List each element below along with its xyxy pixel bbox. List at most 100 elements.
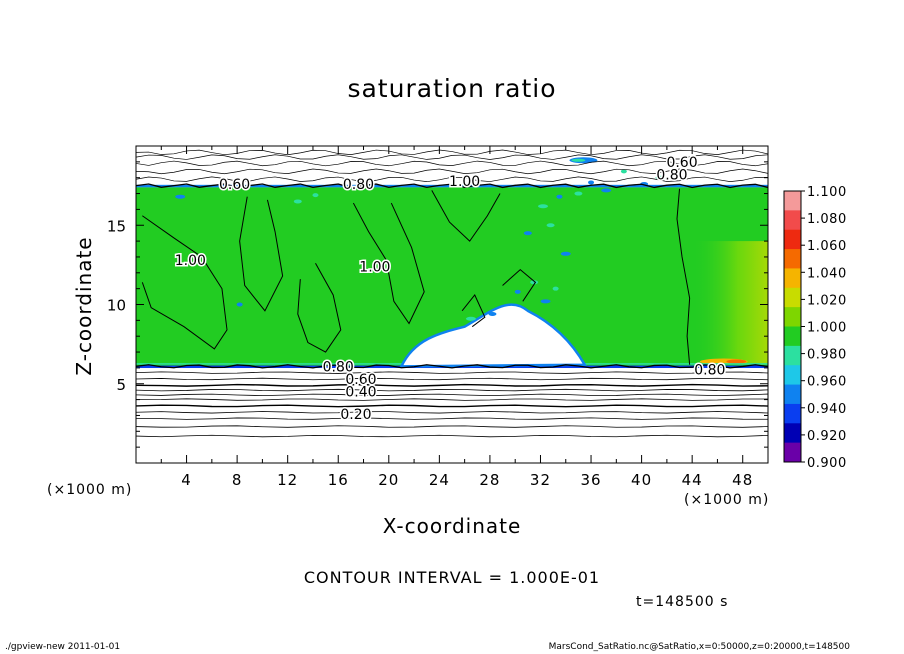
speckle [523, 231, 532, 236]
colorbar-swatch [784, 423, 801, 444]
warm-patch [692, 241, 768, 365]
colorbar-swatch [784, 384, 801, 405]
contour-line [431, 190, 501, 242]
speckle [546, 223, 555, 228]
contour-line [136, 183, 768, 189]
colorbar-label: 1.060 [807, 239, 847, 254]
contour-line [136, 160, 768, 167]
contour-line [136, 388, 768, 392]
contour-line [136, 364, 768, 369]
speckle [620, 169, 627, 174]
contour-label: 0.20 [340, 407, 371, 423]
contour-label: 0.60 [666, 155, 697, 171]
x-tick-label: 48 [732, 471, 753, 489]
contour-line [136, 176, 768, 183]
x-tick-label: 20 [378, 471, 399, 489]
colorbar-label: 1.020 [807, 293, 847, 308]
contour-label: 0.40 [345, 385, 376, 401]
speckle [465, 316, 476, 321]
contour-line [461, 294, 486, 328]
upper-fringe [136, 184, 768, 188]
contour-line [676, 188, 691, 365]
speckle [560, 251, 571, 256]
contour-label: 0.80 [343, 177, 374, 193]
colorbar-label: 1.100 [807, 185, 847, 200]
speckle [574, 191, 583, 196]
colorbar: 1.100 1.080 1.060 1.040 1.020 1.000 0.980 0.960… [783, 185, 847, 471]
contour-line [136, 411, 768, 414]
footer-right-text: MarsCond_SatRatio.nc@SatRatio,x=0:50000,… [548, 642, 850, 652]
contour-label: 0.60 [345, 372, 376, 388]
colorbar-label: 0.980 [807, 348, 847, 363]
x-tick-label: 40 [631, 471, 652, 489]
x-axis-label: X-coordinate [382, 514, 522, 538]
speckle [540, 299, 551, 304]
contour-labels: 0.600.60 0.80 1.00 0.801.00 1.000.800.600.40… [173, 153, 727, 424]
y-axis-label: Z-coordinate [72, 236, 96, 376]
contour-lines [136, 149, 768, 438]
contour-line [136, 425, 768, 428]
contour-interval-text: CONTOUR INTERVAL = 1.000E-01 [303, 568, 601, 587]
x-tick-label: 8 [232, 471, 243, 489]
colorbar-label: 1.000 [807, 321, 847, 336]
colorbar-label: 0.920 [807, 429, 847, 444]
colorbar-swatch [784, 442, 801, 463]
colorbar-swatch [784, 287, 801, 308]
x-tick-label: 24 [429, 471, 450, 489]
time-label: t=148500 s [636, 594, 729, 610]
speckle [601, 188, 612, 193]
contour-line [136, 149, 768, 156]
colorbar-swatch [784, 307, 801, 327]
contour-line [136, 434, 768, 438]
x-unit-right: (×1000 m) [684, 492, 770, 508]
contour-label: 0.60 [219, 177, 250, 193]
contour-line [136, 377, 768, 381]
colorbar-label: 1.080 [807, 212, 847, 227]
x-axis: 4 8 12 16 20 24 28 32 36 40 44 48 [160, 146, 753, 489]
colorbar-swatch [784, 249, 801, 269]
contour-line [136, 154, 768, 160]
saturation-field [136, 157, 768, 369]
contour-line [136, 404, 768, 408]
speckle [655, 175, 666, 180]
speckle [588, 180, 595, 185]
x-unit-left: (×1000 m) [47, 482, 133, 498]
contour-line [136, 398, 768, 401]
x-tick-label: 28 [479, 471, 500, 489]
colorbar-swatch [784, 210, 801, 231]
contour-label: 0.80 [323, 359, 354, 375]
colorbar-label: 0.960 [807, 375, 847, 390]
contour-line [297, 263, 342, 353]
colorbar-swatch [784, 365, 801, 386]
contour-label: 0.80 [694, 362, 725, 378]
contour-line [502, 268, 537, 302]
colorbar-label: 1.040 [807, 266, 847, 281]
colorbar-label: 0.940 [807, 402, 847, 417]
speckle [552, 286, 559, 291]
y-tick-label: 15 [107, 217, 126, 235]
contour-line [239, 196, 284, 312]
contour-line [136, 371, 768, 374]
speckle [293, 199, 302, 204]
speckle [175, 194, 186, 199]
colorbar-swatch [784, 229, 801, 250]
colorbar-swatch [784, 326, 801, 347]
x-tick-label: 44 [682, 471, 703, 489]
y-tick-label: 10 [107, 297, 126, 315]
warm-spot-core [726, 359, 747, 364]
colorbar-swatch [784, 268, 801, 289]
contour-label: 1.00 [449, 174, 480, 190]
contour-line [352, 202, 425, 325]
x-tick-label: 36 [580, 471, 601, 489]
contour-line [141, 215, 228, 350]
colorbar-label: 0.900 [807, 456, 847, 471]
contour-line [136, 168, 768, 175]
x-tick-label: 12 [277, 471, 298, 489]
contour-label: 1.00 [359, 259, 390, 275]
footer-left-text: ./gpview-new 2011-01-01 [5, 642, 121, 652]
contour-line [136, 383, 768, 387]
speckle [488, 312, 497, 317]
contour-label: 1.00 [175, 253, 206, 269]
y-axis: 5 10 15 [107, 161, 768, 448]
